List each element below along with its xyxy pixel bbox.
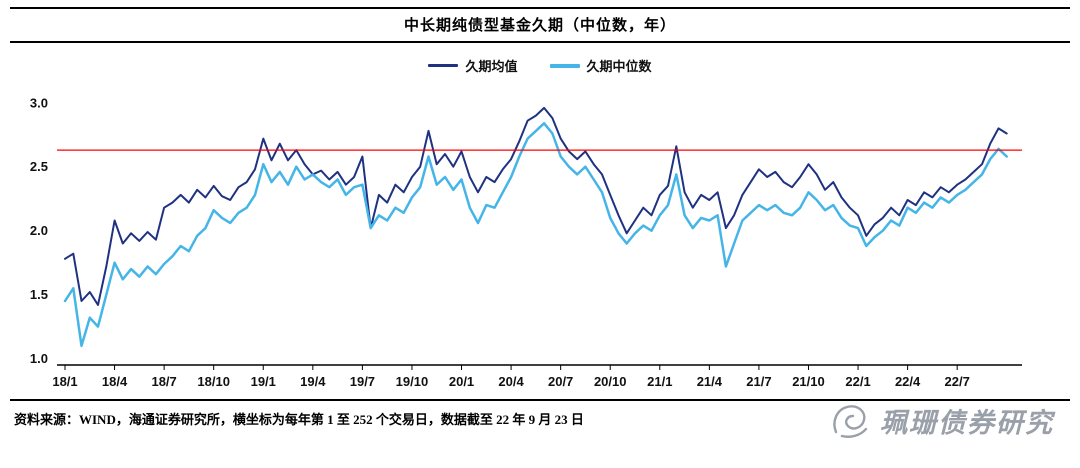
x-tick-label: 18/10	[197, 374, 230, 389]
legend-item-median: 久期中位数	[549, 56, 652, 75]
x-tick-label: 19/4	[300, 374, 326, 389]
x-tick-label: 19/1	[251, 374, 276, 389]
y-tick-label: 3.0	[30, 95, 48, 110]
x-tick-label: 21/1	[647, 374, 672, 389]
y-tick-label: 2.0	[30, 223, 48, 238]
footer-divider	[10, 399, 1070, 401]
chart-legend: 久期均值 久期中位数	[0, 56, 1080, 75]
x-tick-label: 18/1	[52, 374, 77, 389]
x-tick-label: 20/4	[498, 374, 524, 389]
mean-line-swatch-icon	[428, 63, 459, 68]
x-tick-label: 18/7	[151, 374, 176, 389]
page-title: 中长期纯债型基金久期（中位数，年）	[403, 17, 676, 34]
source-note: 资料来源：WIND，海通证券研究所，横坐标为每年第 1 至 252 个交易日，数…	[14, 412, 584, 427]
y-tick-label: 2.5	[30, 159, 48, 174]
x-tick-label: 18/4	[102, 374, 128, 389]
x-tick-label: 20/7	[548, 374, 573, 389]
title-bar: 中长期纯债型基金久期（中位数，年）	[10, 7, 1070, 43]
y-tick-label: 1.5	[30, 287, 48, 302]
x-tick-label: 21/10	[792, 374, 825, 389]
x-tick-label: 22/1	[845, 374, 870, 389]
brand-watermark-text: 珮珊债券研究	[880, 407, 1054, 438]
x-tick-label: 19/7	[350, 374, 375, 389]
x-tick-label: 22/7	[945, 374, 970, 389]
phoenix-logo-icon	[833, 405, 868, 438]
y-tick-label: 1.0	[30, 351, 48, 366]
x-tick-label: 19/10	[396, 374, 429, 389]
legend-label-mean: 久期均值	[465, 59, 518, 74]
brand-watermark: 珮珊债券研究	[828, 398, 1054, 442]
legend-item-mean: 久期均值	[428, 56, 518, 75]
x-tick-label: 21/4	[697, 374, 723, 389]
x-tick-label: 21/7	[746, 374, 771, 389]
legend-label-median: 久期中位数	[586, 59, 652, 74]
series-line-mean	[64, 106, 1008, 306]
x-tick-label: 20/1	[449, 374, 474, 389]
median-line-swatch-icon	[549, 63, 580, 68]
series-line-median	[63, 122, 1008, 348]
x-tick-label: 20/10	[594, 374, 627, 389]
x-tick-label: 22/4	[895, 374, 921, 389]
